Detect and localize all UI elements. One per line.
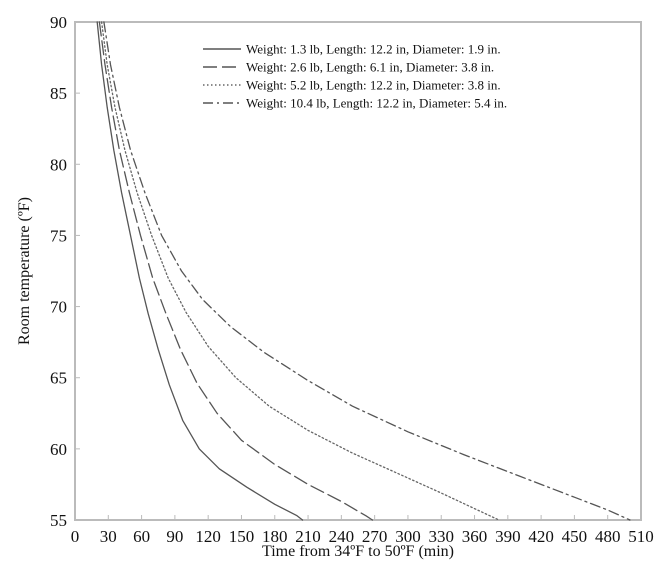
- series-line-1: [96, 21, 304, 521]
- x-tick-label: 450: [562, 527, 588, 546]
- x-tick-label: 210: [295, 527, 321, 546]
- x-tick-label: 240: [329, 527, 355, 546]
- x-tick-label: 330: [428, 527, 454, 546]
- legend-label-1: Weight: 1.3 lb, Length: 12.2 in, Diamete…: [246, 42, 501, 57]
- y-tick-label: 65: [50, 369, 67, 388]
- x-axis-title: Time from 34ºF to 50ºF (min): [262, 543, 454, 560]
- y-tick-label: 75: [50, 226, 67, 245]
- series-line-4: [103, 21, 631, 521]
- y-tick-label: 70: [50, 298, 67, 317]
- x-tick-label: 360: [462, 527, 488, 546]
- legend-label-2: Weight: 2.6 lb, Length: 6.1 in, Diameter…: [246, 60, 494, 75]
- series-line-2: [98, 21, 374, 521]
- y-axis: 55 60 65 70 75 80 85 90: [50, 13, 80, 530]
- y-tick-label: 85: [50, 84, 67, 103]
- x-axis: 0 30 60 90 120 150 180 210 240 270 300 330 360 390 420…: [71, 515, 654, 546]
- x-tick-label: 150: [229, 527, 255, 546]
- plot-area: [96, 21, 631, 521]
- y-tick-label: 60: [50, 440, 67, 459]
- y-tick-label: 80: [50, 155, 67, 174]
- x-tick-label: 0: [71, 527, 80, 546]
- plot-frame: [74, 21, 642, 521]
- x-tick-label: 90: [166, 527, 183, 546]
- x-tick-label: 510: [628, 527, 654, 546]
- legend: Weight: 1.3 lb, Length: 12.2 in, Diamete…: [203, 42, 507, 111]
- legend-label-3: Weight: 5.2 lb, Length: 12.2 in, Diamete…: [246, 78, 501, 93]
- legend-label-4: Weight: 10.4 lb, Length: 12.2 in, Diamet…: [246, 96, 507, 111]
- x-tick-label: 390: [495, 527, 521, 546]
- x-tick-label: 480: [595, 527, 621, 546]
- x-tick-label: 180: [262, 527, 288, 546]
- y-tick-label: 55: [50, 511, 67, 530]
- y-axis-title: Room temperature (ºF): [16, 197, 33, 345]
- x-tick-label: 420: [528, 527, 554, 546]
- y-tick-label: 90: [50, 13, 67, 32]
- x-tick-label: 270: [362, 527, 388, 546]
- x-tick-label: 300: [395, 527, 421, 546]
- x-tick-label: 30: [100, 527, 117, 546]
- x-tick-label: 60: [133, 527, 150, 546]
- series-line-3: [100, 21, 500, 521]
- x-tick-label: 120: [195, 527, 221, 546]
